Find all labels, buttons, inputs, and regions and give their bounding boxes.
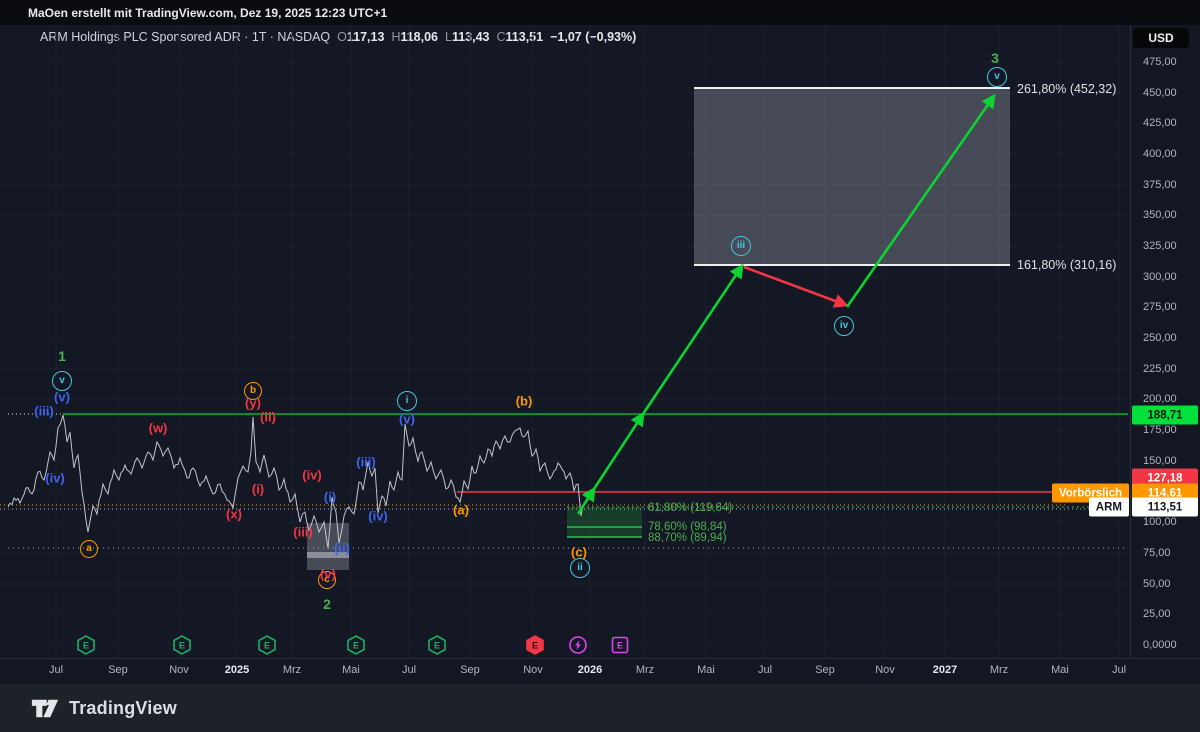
price-tick-label: 350,00 [1143, 209, 1177, 221]
time-tick-label: Mrz [635, 664, 655, 676]
time-tick-label: Jul [48, 664, 64, 676]
price-line [7, 414, 584, 549]
price-axis[interactable]: 475,00 450,00 425,00 400,00 375,00 350,00 325,… [1130, 25, 1200, 658]
open-value: 117,13 [346, 30, 385, 44]
attribution-topbar: MaOen erstellt mit TradingView.com, Dez … [0, 0, 1200, 25]
time-tick-label: Sep [815, 664, 835, 676]
time-tick-label: Nov [523, 664, 543, 676]
resistance-price-badge: 127,18 [1132, 468, 1198, 488]
time-tick-label: Mrz [282, 664, 302, 676]
svg-text:E: E [353, 640, 359, 650]
price-tick-label: 0,0000 [1143, 639, 1177, 651]
tradingview-logo[interactable]: TradingView [30, 698, 177, 719]
last-price-badge: 113,51 [1132, 497, 1198, 517]
earnings-circle-bolt-icon[interactable] [569, 636, 587, 654]
time-tick-label: Jul [401, 664, 417, 676]
close-value: 113,51 [505, 30, 544, 44]
time-axis[interactable]: Jul Sep Nov 2025 Mrz Mai Jul Sep Nov 2026 Mrz Mai Ju… [0, 658, 1200, 685]
ohlc-open: O117,13 [337, 30, 384, 44]
currency-button[interactable]: USD [1133, 28, 1189, 48]
high-letter: H [391, 30, 401, 44]
price-tick-label: 100,00 [1143, 516, 1177, 528]
projection-up-2 [592, 411, 645, 490]
svg-text:E: E [434, 640, 440, 650]
gridlines [0, 25, 1130, 658]
price-tick-label: 400,00 [1143, 148, 1177, 160]
time-tick-label: Jul [757, 664, 773, 676]
svg-text:E: E [83, 640, 89, 650]
time-tick-label: Nov [169, 664, 189, 676]
high-value: 118,06 [400, 30, 439, 44]
low-letter: L [445, 30, 452, 44]
svg-text:E: E [179, 640, 185, 650]
time-tick-label: Mai [342, 664, 360, 676]
earnings-shield-icon[interactable]: E [173, 635, 191, 655]
price-tick-label: 250,00 [1143, 332, 1177, 344]
tradingview-logo-text: TradingView [69, 697, 177, 718]
high-line-price-badge: 188,71 [1132, 405, 1198, 425]
time-tick-label-year: 2026 [577, 664, 603, 676]
svg-text:E: E [617, 640, 623, 650]
ohlc-high: H118,06 [391, 30, 438, 44]
projection-arrows [576, 93, 996, 515]
price-tick-label: 75,00 [1143, 547, 1171, 559]
earnings-shield-icon[interactable]: E [347, 635, 365, 655]
horizontal-lines [0, 87, 1128, 549]
time-tick-label: Mai [697, 664, 715, 676]
ohlc-close: C113,51 [497, 30, 544, 44]
time-tick-label: Mai [1051, 664, 1069, 676]
price-series [7, 414, 584, 549]
open-letter: O [337, 30, 347, 44]
close-letter: C [496, 30, 506, 44]
watermark-text: MaOen erstellt mit TradingView.com, Dez … [28, 5, 388, 20]
earnings-shield-icon[interactable]: E [258, 635, 276, 655]
earnings-square-icon[interactable]: E [611, 636, 629, 654]
price-tick-label: 25,00 [1143, 608, 1171, 620]
time-tick-label: Sep [108, 664, 128, 676]
ohlc-low: L113,43 [445, 30, 490, 44]
projection-up-1 [576, 486, 596, 515]
change-value: −1,07 (−0,93%) [550, 30, 637, 44]
earnings-shield-icon[interactable]: E [77, 635, 95, 655]
svg-text:E: E [532, 640, 538, 650]
price-tick-label: 300,00 [1143, 271, 1177, 283]
time-tick-label-year: 2027 [932, 664, 958, 676]
price-tick-label: 50,00 [1143, 578, 1171, 590]
price-tick-label: 150,00 [1143, 455, 1177, 467]
price-tick-label: 175,00 [1143, 424, 1177, 436]
price-tick-label: 200,00 [1143, 393, 1177, 405]
price-tick-label: 325,00 [1143, 240, 1177, 252]
footer-bar: TradingView [0, 684, 1200, 732]
price-tick-label: 475,00 [1143, 56, 1177, 68]
projection-down-iv [743, 265, 849, 308]
time-tick-label: Nov [875, 664, 895, 676]
low-value: 113,43 [451, 30, 490, 44]
projection-up-v [845, 93, 996, 308]
earnings-shield-filled-icon[interactable]: E [526, 635, 544, 655]
projection-up-3 [641, 263, 744, 415]
symbol-header: ARM Holdings PLC Sponsored ADR · 1T · NA… [40, 28, 636, 46]
tradingview-logo-icon [31, 699, 59, 717]
price-tick-label: 425,00 [1143, 117, 1177, 129]
price-tick-label: 375,00 [1143, 179, 1177, 191]
time-tick-label: Mrz [989, 664, 1009, 676]
svg-text:E: E [264, 640, 270, 650]
drawing-boxes [307, 88, 1010, 570]
price-tick-label: 450,00 [1143, 87, 1177, 99]
symbol-title: ARM Holdings PLC Sponsored ADR · 1T · NA… [40, 30, 331, 44]
time-tick-label-year: 2025 [224, 664, 250, 676]
time-tick-label: Sep [460, 664, 480, 676]
wave2-box-stripe [307, 552, 349, 558]
wave3-target-box [694, 88, 1010, 265]
time-tick-label: Jul [1111, 664, 1127, 676]
price-tick-label: 225,00 [1143, 363, 1177, 375]
earnings-shield-icon[interactable]: E [428, 635, 446, 655]
price-tick-label: 275,00 [1143, 301, 1177, 313]
